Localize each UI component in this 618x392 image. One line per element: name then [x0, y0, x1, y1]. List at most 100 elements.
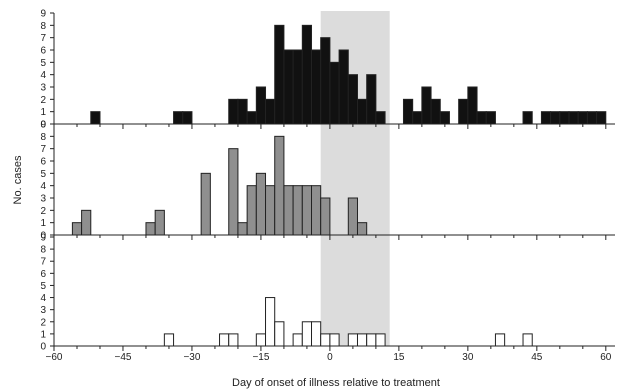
histogram-bars [71, 24, 607, 347]
histogram-bar [375, 333, 386, 347]
histogram-bar [274, 321, 285, 347]
y-tick-label: 2 [40, 317, 46, 328]
histogram-bar [228, 333, 239, 347]
histogram-bar [265, 185, 276, 236]
histogram-bar [292, 185, 303, 236]
y-tick-label: 4 [40, 70, 46, 81]
treatment-period-shade [320, 11, 390, 346]
y-tick-label: 8 [40, 132, 46, 143]
y-tick-label: 9 [40, 120, 46, 131]
y-tick-label: 1 [40, 218, 46, 229]
histogram-bar [540, 111, 552, 125]
histogram-bar [301, 24, 313, 125]
y-tick-label: 2 [40, 206, 46, 217]
y-tick-label: 7 [40, 144, 46, 155]
histogram-bar [596, 111, 607, 125]
histogram-bar [274, 24, 285, 125]
histogram-bar [559, 111, 570, 125]
y-tick-label: 9 [40, 233, 46, 244]
histogram-bar [90, 111, 101, 125]
histogram-bar [522, 111, 533, 125]
histogram-bar [347, 197, 358, 236]
y-tick-label: 8 [40, 245, 46, 256]
y-tick-label: 5 [40, 281, 46, 292]
histogram-bar [439, 111, 450, 125]
y-tick-label: 5 [40, 169, 46, 180]
histogram-bar [301, 321, 313, 347]
x-axis-title: Day of onset of illness relative to trea… [232, 377, 440, 389]
histogram-bar [255, 333, 267, 347]
y-axis-title: No. cases [12, 155, 24, 204]
histogram-bar [402, 98, 414, 125]
x-tick-label: 60 [600, 352, 612, 363]
histogram-bar [356, 333, 368, 347]
histogram-bar [219, 333, 230, 347]
histogram-bar [246, 185, 257, 236]
histogram-bar [375, 111, 386, 125]
y-tick-label: 9 [40, 9, 46, 20]
histogram-bar [550, 111, 561, 125]
y-tick-label: 0 [40, 120, 46, 131]
histogram-bar [265, 98, 276, 125]
histogram-bar [71, 222, 83, 236]
histogram-bar [292, 49, 303, 125]
histogram-bar [320, 197, 331, 236]
y-tick-label: 6 [40, 46, 46, 57]
y-tick-label: 3 [40, 305, 46, 316]
histogram-bar [356, 222, 368, 236]
y-tick-label: 7 [40, 33, 46, 44]
histogram-bar [412, 111, 423, 125]
histogram-bar [476, 111, 487, 125]
histogram-bar [265, 297, 276, 347]
histogram-bar [329, 61, 340, 125]
y-tick-label: 3 [40, 83, 46, 94]
histogram-bar [228, 98, 239, 125]
y-tick-label: 5 [40, 58, 46, 69]
y-tick-label: 1 [40, 329, 46, 340]
histogram-bar [467, 86, 478, 125]
y-tick-label: 0 [40, 342, 46, 353]
histogram-bar [458, 98, 469, 125]
x-tick-label: −30 [183, 352, 200, 363]
histogram-bar [163, 333, 175, 347]
histogram-bar [568, 111, 579, 125]
histogram-bar [494, 333, 506, 347]
histogram-bar [283, 185, 294, 236]
y-tick-label: 8 [40, 21, 46, 32]
histogram-bar [421, 86, 432, 125]
histogram-bar [81, 209, 92, 236]
histogram-bar [366, 74, 377, 125]
histogram-bar [347, 74, 358, 125]
histogram-bar [182, 111, 193, 125]
histogram-bar [228, 148, 239, 236]
x-tick-label: 30 [462, 352, 474, 363]
histogram-bar [311, 49, 322, 125]
x-tick-label: −45 [114, 352, 131, 363]
histogram-bar [577, 111, 588, 125]
histogram-bar [311, 321, 322, 347]
histogram-bar [338, 49, 349, 125]
histogram-bar [255, 86, 267, 125]
histogram-bar [292, 333, 303, 347]
histogram-bar [586, 111, 598, 125]
y-tick-label: 6 [40, 269, 46, 280]
y-tick-label: 1 [40, 107, 46, 118]
histogram-bar [320, 37, 331, 125]
x-tick-label: 45 [531, 352, 543, 363]
y-tick-label: 4 [40, 293, 46, 304]
histogram-bar [522, 333, 533, 347]
histogram-bar [283, 49, 294, 125]
histogram-bar [274, 135, 285, 236]
histogram-bar [347, 333, 358, 347]
histogram-bar [430, 98, 441, 125]
histogram-bar [237, 98, 248, 125]
x-tick-label: 15 [393, 352, 405, 363]
histogram-bar [485, 111, 496, 125]
histogram-bar [246, 111, 257, 125]
histogram-bar [329, 333, 340, 347]
x-tick-label: 0 [327, 352, 333, 363]
histogram-bar [154, 209, 165, 236]
histogram-bar [200, 172, 211, 236]
